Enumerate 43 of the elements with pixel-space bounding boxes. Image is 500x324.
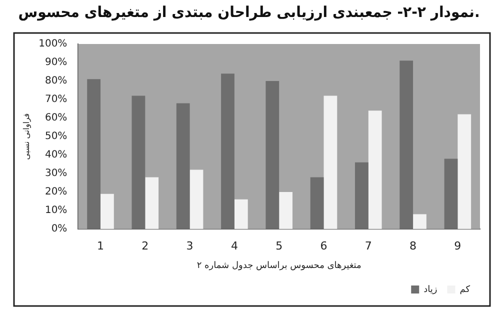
y-tick-label: 10% — [44, 205, 68, 216]
y-tick-label: 50% — [44, 131, 68, 142]
bar — [234, 199, 248, 229]
bar — [368, 110, 382, 229]
chart-title: نمودار ۲-۲- جمعبندی ارزیابی طراحان مبتدی از متغیرهای محسوس. — [18, 4, 480, 22]
bar — [221, 74, 234, 229]
bar — [176, 103, 190, 229]
bar — [413, 214, 426, 229]
x-tick-label: 3 — [186, 239, 194, 252]
y-tick-label: 0% — [51, 224, 68, 235]
y-tick-label: 90% — [44, 57, 68, 68]
bar — [145, 177, 159, 229]
bar — [400, 60, 414, 229]
bar — [310, 177, 324, 229]
legend-label: کم — [460, 284, 471, 295]
y-tick-label: 70% — [44, 94, 68, 106]
legend-label: زیاد — [424, 284, 438, 295]
x-tick-label: 1 — [97, 239, 104, 252]
bar — [87, 79, 101, 229]
x-tick-label: 9 — [454, 239, 462, 252]
x-tick-label: 4 — [230, 239, 238, 252]
bar — [190, 170, 204, 229]
bar — [266, 81, 280, 229]
y-tick-label: 30% — [44, 168, 68, 180]
bar — [132, 96, 146, 229]
y-tick-label: 20% — [44, 186, 68, 198]
x-tick-label: 7 — [364, 239, 372, 252]
bar — [279, 192, 292, 229]
bar — [324, 96, 338, 229]
bar — [444, 158, 458, 229]
y-axis-title: فراوانی نسبی — [22, 113, 31, 160]
x-axis-title: متغیرهای محسوس براساس جدول شماره ۲ — [196, 260, 362, 271]
x-tick-label: 8 — [410, 239, 417, 252]
y-tick-label: 80% — [44, 76, 68, 87]
bar — [458, 114, 472, 229]
x-tick-label: 5 — [276, 239, 283, 252]
y-tick-label: 100% — [38, 38, 68, 50]
bar — [100, 194, 114, 229]
x-tick-label: 6 — [320, 239, 328, 252]
bar — [354, 162, 368, 229]
y-tick-label: 60% — [44, 112, 68, 124]
x-tick-label: 2 — [142, 239, 149, 252]
y-tick-label: 40% — [44, 150, 68, 161]
